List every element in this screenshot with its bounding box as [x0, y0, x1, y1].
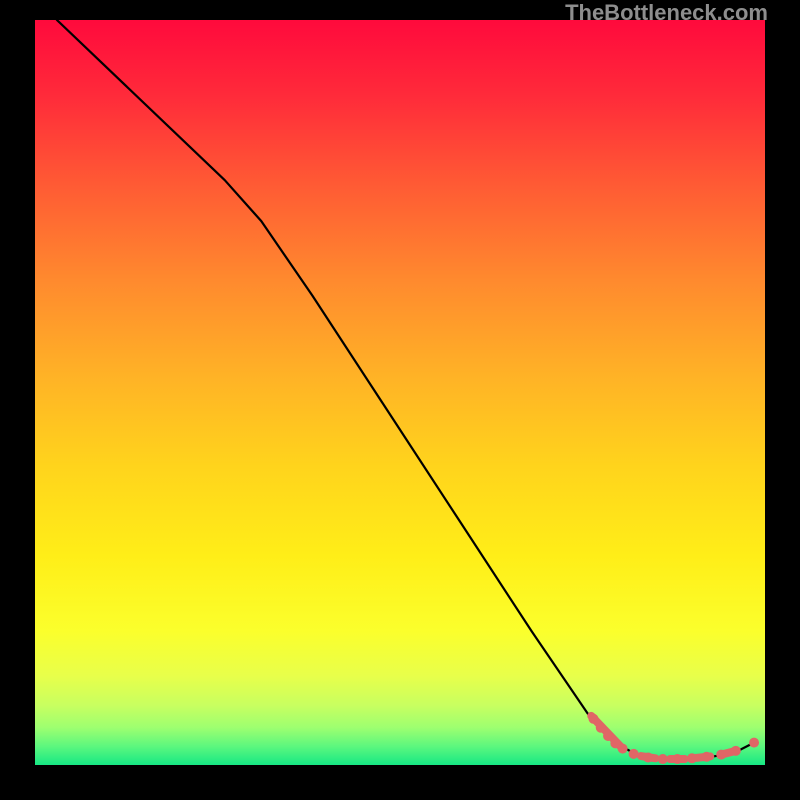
marker-dot: [596, 723, 606, 733]
marker-dot: [687, 753, 697, 763]
marker-dot: [672, 754, 682, 764]
marker-dot: [588, 714, 598, 724]
marker-dot: [731, 746, 741, 756]
marker-dot: [643, 753, 653, 763]
watermark-text: TheBottleneck.com: [565, 0, 768, 26]
marker-dot: [603, 731, 613, 741]
marker-dot: [658, 754, 668, 764]
marker-dot: [716, 750, 726, 760]
chart-frame: TheBottleneck.com: [0, 0, 800, 800]
chart-svg: [35, 20, 765, 765]
marker-dot: [702, 752, 712, 762]
marker-dot: [629, 749, 639, 759]
marker-dot: [749, 738, 759, 748]
marker-dot: [618, 744, 628, 754]
bottleneck-curve: [57, 20, 754, 759]
